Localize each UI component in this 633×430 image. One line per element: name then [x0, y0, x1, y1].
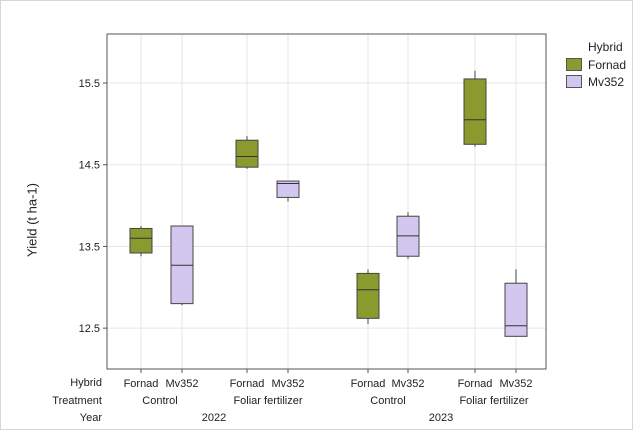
box-fornad-control-2023 [357, 273, 379, 318]
box-fornad-foliar-fertilizer-2022 [236, 140, 258, 167]
y-tick-label-1: 13.5 [79, 241, 100, 253]
y-tick-label-3: 15.5 [79, 78, 100, 90]
treatment-label-control-2022: Control [142, 395, 177, 407]
row-label-year: Year [36, 412, 102, 424]
hybrid-label-fornad-control-2023: Fornad [351, 378, 386, 390]
legend-swatch-mv352 [566, 75, 582, 88]
row-label-treatment: Treatment [36, 395, 102, 407]
box-mv352-foliar-fertilizer-2023 [505, 283, 527, 336]
legend-title: Hybrid [588, 40, 626, 54]
treatment-label-control-2023: Control [370, 395, 405, 407]
hybrid-label-mv352-foliar-fertilizer-2023: Mv352 [499, 378, 532, 390]
legend-label-fornad: Fornad [588, 58, 626, 72]
hybrid-label-mv352-control-2022: Mv352 [165, 378, 198, 390]
hybrid-label-mv352-control-2023: Mv352 [391, 378, 424, 390]
year-label-2022: 2022 [202, 412, 226, 424]
hybrid-label-fornad-control-2022: Fornad [124, 378, 159, 390]
legend-swatch-fornad [566, 58, 582, 71]
legend: Hybrid Fornad Mv352 [566, 40, 626, 90]
legend-item-mv352: Mv352 [566, 73, 626, 90]
year-label-2023: 2023 [429, 412, 453, 424]
y-axis-label: Yield (t ha-1) [25, 183, 40, 257]
hybrid-label-fornad-foliar-fertilizer-2022: Fornad [230, 378, 265, 390]
legend-item-fornad: Fornad [566, 56, 626, 73]
treatment-label-foliar-2023: Foliar fertilizer [459, 395, 528, 407]
box-fornad-control-2022 [130, 228, 152, 253]
box-fornad-foliar-fertilizer-2023 [464, 79, 486, 144]
y-tick-label-0: 12.5 [79, 323, 100, 335]
row-label-hybrid: Hybrid [36, 377, 102, 389]
y-tick-label-2: 14.5 [79, 160, 100, 172]
y-axis-label-container: Yield (t ha-1) [12, 150, 52, 290]
treatment-label-foliar-2022: Foliar fertilizer [233, 395, 302, 407]
hybrid-label-mv352-foliar-fertilizer-2022: Mv352 [271, 378, 304, 390]
hybrid-label-fornad-foliar-fertilizer-2023: Fornad [458, 378, 493, 390]
legend-label-mv352: Mv352 [588, 75, 624, 89]
